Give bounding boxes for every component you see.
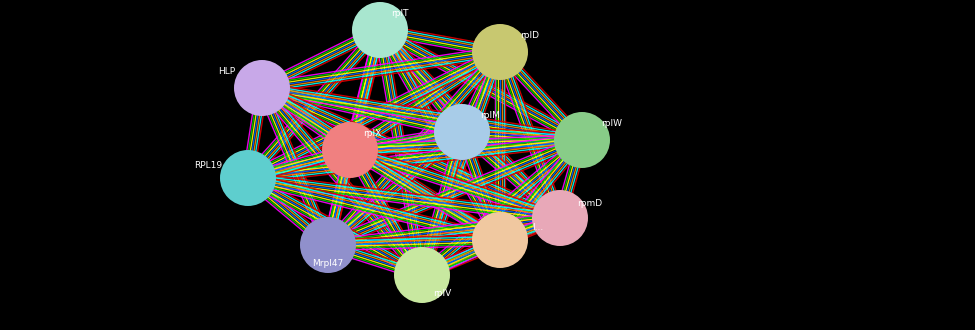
Text: rplM: rplM <box>480 111 500 119</box>
Text: l...: l... <box>532 223 544 233</box>
Text: Mrpl47: Mrpl47 <box>312 258 343 268</box>
Text: rplX: rplX <box>363 128 381 138</box>
Text: rplD: rplD <box>521 30 539 40</box>
Text: rplV: rplV <box>433 288 451 298</box>
Circle shape <box>472 24 528 80</box>
Text: rplW: rplW <box>602 118 622 127</box>
Text: HLP: HLP <box>218 67 236 76</box>
Circle shape <box>472 212 528 268</box>
Text: RPL19: RPL19 <box>194 161 222 171</box>
Text: rplT: rplT <box>391 9 409 17</box>
Circle shape <box>434 104 490 160</box>
Circle shape <box>554 112 610 168</box>
Circle shape <box>220 150 276 206</box>
Circle shape <box>394 247 450 303</box>
Circle shape <box>532 190 588 246</box>
Circle shape <box>300 217 356 273</box>
Circle shape <box>322 122 378 178</box>
Circle shape <box>352 2 408 58</box>
Circle shape <box>234 60 290 116</box>
Text: rpmD: rpmD <box>577 199 603 208</box>
